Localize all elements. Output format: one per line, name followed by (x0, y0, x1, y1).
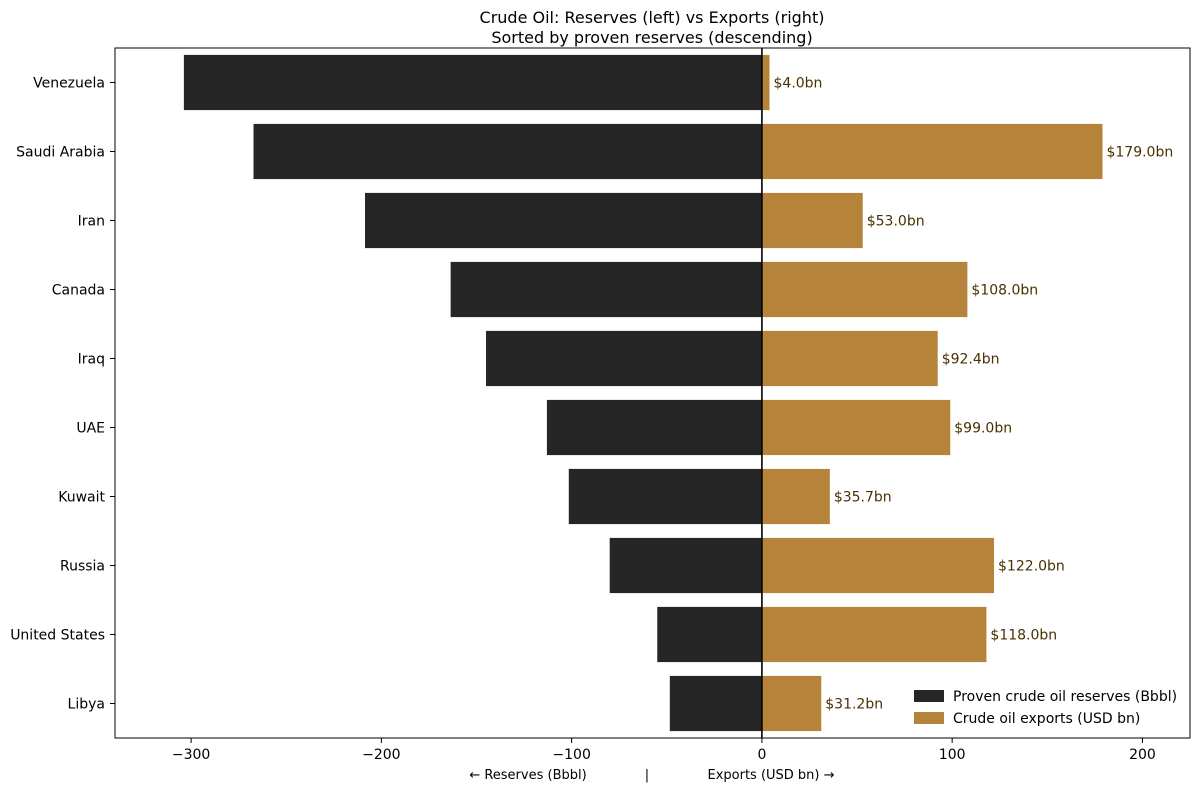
chart-subtitle: Sorted by proven reserves (descending) (491, 28, 812, 47)
exports-bar-2 (761, 192, 863, 249)
reserves-bar-4 (486, 330, 762, 387)
exports-data-label-6: $35.7bn (834, 490, 892, 506)
legend-swatch-reserves (914, 690, 944, 702)
reserves-bar-1 (253, 123, 762, 180)
reserves-bar-7 (609, 537, 762, 594)
x-label-separator: | (645, 768, 649, 783)
exports-bar-6 (761, 468, 830, 525)
exports-data-label-4: $92.4bn (942, 352, 1000, 368)
exports-data-label-3: $108.0bn (971, 283, 1038, 299)
category-label-4: Iraq (78, 352, 105, 368)
reserves-bar-8 (657, 606, 762, 663)
exports-data-label-9: $31.2bn (825, 697, 883, 713)
exports-bar-3 (761, 261, 968, 318)
x-tick-label-3: 0 (757, 747, 766, 763)
exports-data-label-0: $4.0bn (774, 76, 823, 92)
legend-label-exports: Crude oil exports (USD bn) (953, 711, 1140, 727)
x-tick-label-4: 100 (939, 747, 966, 763)
x-tick-label-1: −200 (362, 747, 400, 763)
category-label-7: Russia (60, 559, 105, 575)
bars-layer (183, 54, 1103, 732)
category-label-3: Canada (52, 283, 105, 299)
x-label-right: Exports (USD bn) → (707, 768, 834, 783)
category-label-8: United States (10, 628, 105, 644)
category-label-0: Venezuela (33, 76, 105, 92)
x-ticks-layer: −300 −200 −100 0 100 200 (172, 738, 1156, 763)
x-tick-label-2: −100 (552, 747, 590, 763)
legend-label-reserves: Proven crude oil reserves (Bbbl) (953, 689, 1177, 705)
reserves-bar-2 (365, 192, 762, 249)
chart-title: Crude Oil: Reserves (left) vs Exports (r… (480, 8, 825, 27)
exports-bar-4 (761, 330, 938, 387)
exports-data-label-5: $99.0bn (954, 421, 1012, 437)
reserves-bar-5 (546, 399, 762, 456)
exports-bar-7 (761, 537, 995, 594)
reserves-bar-3 (450, 261, 762, 318)
category-label-5: UAE (76, 421, 105, 437)
exports-bar-0 (761, 54, 770, 111)
category-label-9: Libya (68, 697, 105, 713)
x-tick-label-0: −300 (172, 747, 210, 763)
data-labels-layer: $4.0bn $179.0bn $53.0bn $108.0bn $92.4bn $99.… (774, 76, 1174, 713)
legend-swatch-exports (914, 712, 944, 724)
exports-bar-9 (761, 675, 822, 732)
exports-data-label-8: $118.0bn (990, 628, 1057, 644)
category-label-6: Kuwait (58, 490, 105, 506)
exports-bar-8 (761, 606, 987, 663)
reserves-bar-0 (183, 54, 762, 111)
category-labels-layer: Venezuela Saudi Arabia Iran Canada Iraq UAE Ku… (10, 76, 115, 713)
legend: Proven crude oil reserves (Bbbl) Crude o… (914, 689, 1177, 727)
category-label-2: Iran (78, 214, 105, 230)
exports-bar-1 (761, 123, 1103, 180)
exports-data-label-2: $53.0bn (867, 214, 925, 230)
plot-frame (114, 47, 1191, 739)
reserves-bar-9 (669, 675, 762, 732)
x-label-left: ← Reserves (Bbbl) (469, 768, 586, 783)
category-label-1: Saudi Arabia (16, 145, 105, 161)
exports-data-label-7: $122.0bn (998, 559, 1065, 575)
exports-bar-5 (761, 399, 951, 456)
x-tick-label-5: 200 (1129, 747, 1156, 763)
exports-data-label-1: $179.0bn (1106, 145, 1173, 161)
reserves-bar-6 (568, 468, 762, 525)
